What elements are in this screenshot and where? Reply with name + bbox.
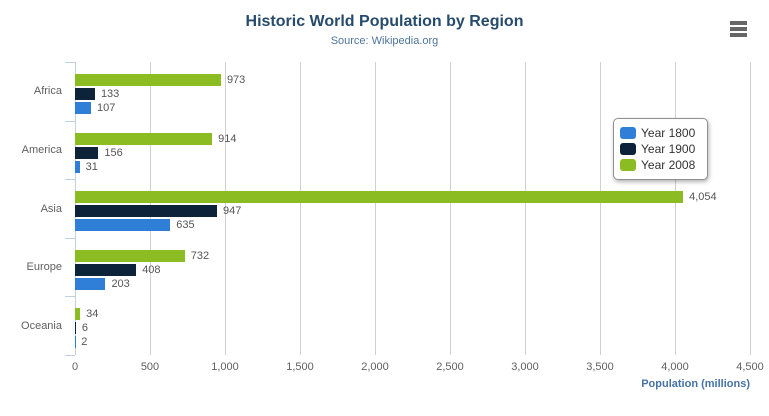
hamburger-icon	[730, 21, 749, 37]
bar-africa-year-2008[interactable]	[75, 74, 221, 86]
gridline	[675, 62, 676, 355]
bar-value-label: 2	[81, 336, 88, 349]
category-axis-tick	[65, 296, 75, 298]
bar-value-label: 732	[190, 249, 210, 262]
x-axis-tick-label: 3,500	[586, 361, 614, 373]
x-axis-title: Population (millions)	[641, 378, 750, 390]
gridline	[750, 62, 751, 355]
gridline	[450, 62, 451, 355]
bar-value-label: 34	[86, 308, 99, 321]
chart-title: Historic World Population by Region	[245, 13, 524, 30]
context-menu-button[interactable]	[729, 20, 750, 39]
legend-label: Year 2008	[641, 158, 696, 172]
category-label: Europe	[26, 261, 62, 274]
legend-swatch-icon	[620, 127, 636, 139]
x-axis-tick-label: 3,000	[511, 361, 539, 373]
bar-value-label: 203	[111, 277, 130, 290]
bar-value-label: 6	[81, 322, 89, 335]
category-axis-tick	[65, 120, 75, 122]
bar-america-year-1900[interactable]	[75, 146, 99, 159]
bar-america-year-2008[interactable]	[75, 132, 213, 145]
legend-item-year-2008[interactable]: Year 2008	[620, 157, 695, 173]
bar-value-label: 635	[176, 219, 195, 232]
bar-europe-year-2008[interactable]	[75, 249, 185, 262]
gridline	[300, 62, 301, 355]
bar-value-label: 947	[223, 205, 242, 218]
bar-europe-year-1900[interactable]	[75, 263, 137, 276]
category-axis-tick	[65, 237, 75, 239]
bar-asia-year-1800[interactable]	[75, 219, 171, 232]
bar-europe-year-1800[interactable]	[75, 277, 106, 290]
x-axis-tick-label: 500	[140, 361, 160, 373]
bar-america-year-1800[interactable]	[75, 160, 80, 173]
legend: Year 1800 Year 1900 Year 2008	[613, 118, 709, 180]
bar-oceania-year-1900[interactable]	[75, 322, 76, 335]
legend-swatch-icon	[620, 143, 636, 155]
bar-value-label: 973	[226, 74, 246, 86]
bar-value-label: 4,054	[689, 191, 717, 204]
bar-africa-year-1900[interactable]	[75, 88, 95, 100]
bar-value-label: 914	[218, 132, 237, 145]
bar-value-label: 408	[142, 263, 161, 276]
gridline	[600, 62, 601, 355]
bar-value-label: 107	[97, 102, 116, 114]
bar-value-label: 133	[100, 88, 120, 100]
x-axis-tick-label: 1,000	[211, 361, 239, 373]
bar-value-label: 156	[104, 146, 123, 159]
category-axis-tick	[65, 355, 75, 356]
bar-asia-year-2008[interactable]	[75, 191, 684, 204]
category-axis-tick	[65, 179, 75, 181]
gridline	[375, 62, 376, 355]
legend-swatch-icon	[620, 159, 636, 171]
category-label: Africa	[33, 85, 62, 98]
legend-item-year-1900[interactable]: Year 1900	[620, 141, 695, 157]
x-axis-tick-label: 0	[71, 361, 79, 373]
x-axis-tick-label: 4,000	[661, 361, 689, 373]
chart-subtitle: Source: Wikipedia.org	[330, 35, 439, 47]
legend-label: Year 1900	[641, 142, 696, 156]
x-axis-tick-label: 2,500	[436, 361, 464, 373]
legend-item-year-1800[interactable]: Year 1800	[620, 125, 695, 141]
legend-label: Year 1800	[641, 126, 696, 140]
bar-value-label: 31	[85, 160, 98, 173]
category-axis-tick	[65, 62, 75, 63]
category-label: Asia	[40, 202, 62, 215]
bar-asia-year-1900[interactable]	[75, 205, 218, 218]
x-axis-tick-label: 1,500	[286, 361, 314, 373]
category-label: Oceania	[21, 319, 62, 332]
bar-africa-year-1800[interactable]	[75, 102, 92, 114]
x-axis-tick-label: 2,000	[361, 361, 389, 373]
bar-oceania-year-2008[interactable]	[75, 308, 81, 321]
gridline	[525, 62, 526, 355]
x-axis-tick-label: 4,500	[736, 361, 764, 373]
category-label: America	[21, 143, 62, 156]
gridline	[225, 62, 226, 355]
